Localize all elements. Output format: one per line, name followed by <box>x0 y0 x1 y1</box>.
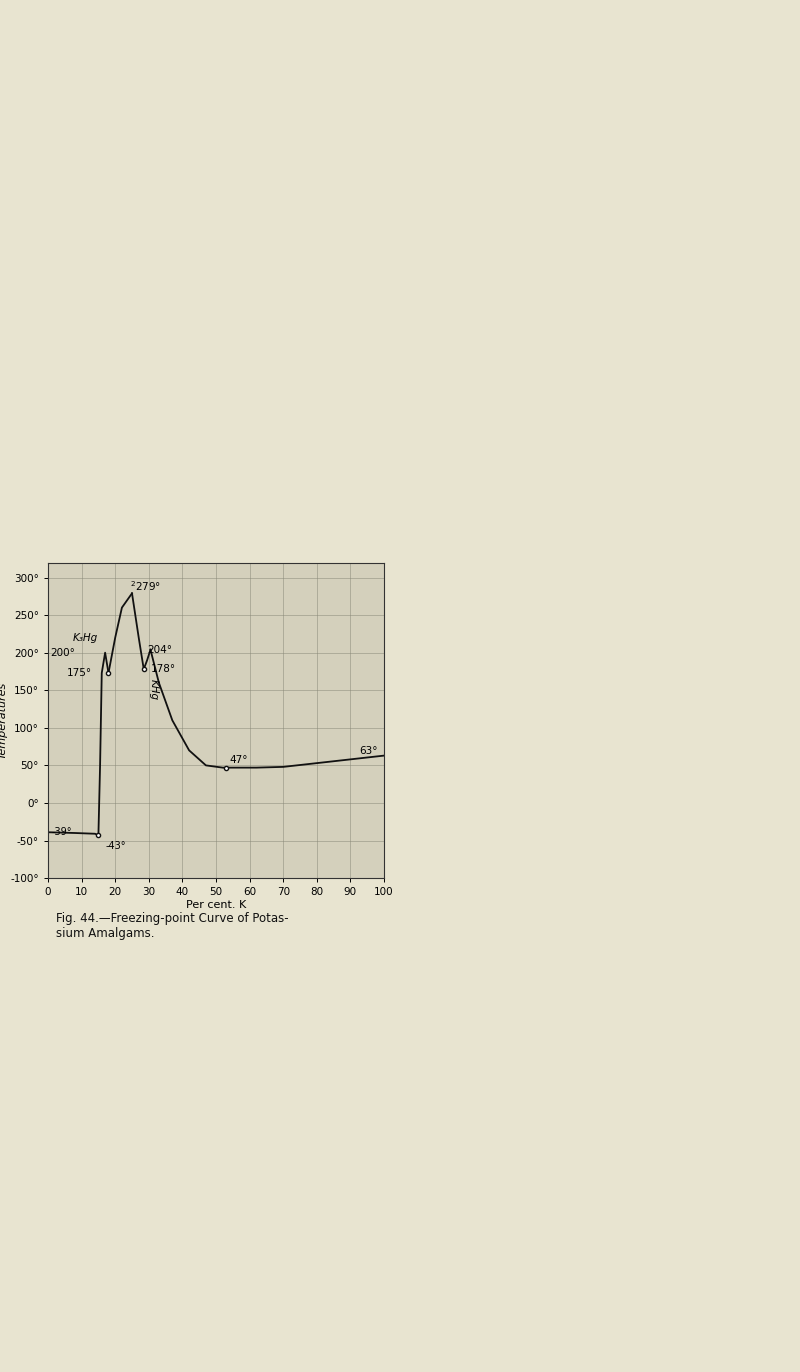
Text: Fig. 44.—Freezing-point Curve of Potas-
sium Amalgams.: Fig. 44.—Freezing-point Curve of Potas- … <box>56 912 289 940</box>
Text: K₃Hg: K₃Hg <box>72 634 98 643</box>
Text: 178°: 178° <box>150 664 176 674</box>
X-axis label: Per cent. K: Per cent. K <box>186 900 246 910</box>
Text: -39°: -39° <box>51 827 72 837</box>
Text: $^2$279°: $^2$279° <box>130 579 162 593</box>
Text: 200°: 200° <box>50 648 75 657</box>
Text: 63°: 63° <box>358 745 378 756</box>
Y-axis label: Temperatures: Temperatures <box>0 682 7 759</box>
Text: 204°: 204° <box>147 645 172 654</box>
Text: KHg: KHg <box>149 679 158 700</box>
Text: 175°: 175° <box>66 668 92 678</box>
Text: -43°: -43° <box>105 841 126 851</box>
Text: 47°: 47° <box>230 756 248 766</box>
